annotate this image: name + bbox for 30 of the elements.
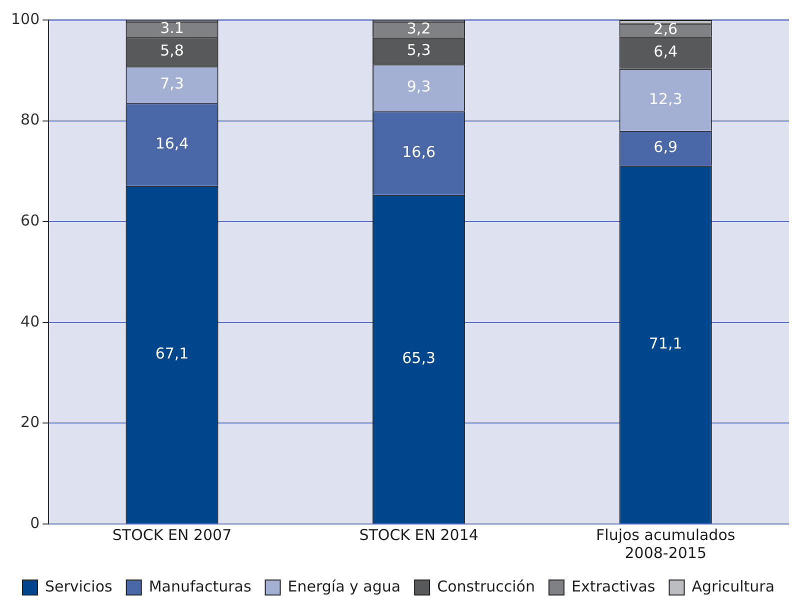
x-tick-label: STOCK EN 2014 [359,526,478,544]
data-label: 9,3 [406,78,431,96]
data-label: 5,8 [160,42,184,60]
data-label: 16,4 [155,134,189,152]
y-tick-label: 80 [20,110,40,129]
data-label: 5,3 [406,40,431,59]
x-tick-label: STOCK EN 2007 [112,526,232,544]
data-label: 67,1 [155,344,189,363]
legend-label: Agricultura [692,577,775,596]
legend-label: Energía y agua [288,577,401,596]
legend-label: Extractivas [571,577,656,596]
y-tick-label: 20 [20,413,40,432]
data-label: 3.1 [160,19,184,38]
data-label: 12,3 [648,90,682,108]
y-tick-label: 40 [20,312,40,330]
data-label: 6,4 [654,42,678,61]
legend-label: Servicios [44,577,113,596]
data-label: 6,9 [654,138,678,156]
data-label: 71,1 [648,334,682,352]
y-tick-label: 0 [30,514,40,532]
legend-label: Manufacturas [148,577,252,596]
y-tick-label: 60 [20,211,40,230]
data-label: 16,6 [402,142,436,161]
data-label: 2,6 [654,20,678,38]
data-label: 7,3 [160,74,184,93]
x-tick-label: Flujos acumulados 2008-2015 [596,526,736,562]
data-label: 3,2 [406,19,431,38]
y-tick-label: 100 [10,10,40,28]
legend-label: Construcción [437,577,535,596]
data-label: 65,3 [402,349,436,368]
